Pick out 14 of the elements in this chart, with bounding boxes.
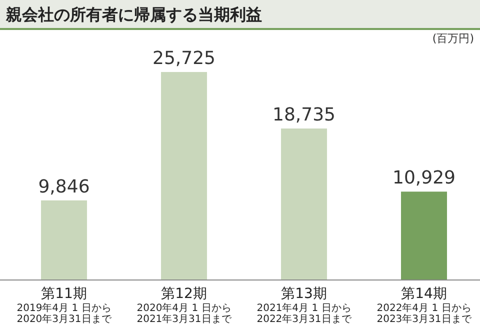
x-tick-label: 第11期 2019年4月 1 日から 2020年3月31日まで xyxy=(16,286,112,325)
bar xyxy=(161,72,207,280)
data-label: 25,725 xyxy=(152,48,216,69)
bar xyxy=(41,200,87,280)
data-label: 9,846 xyxy=(38,176,90,198)
bar xyxy=(401,192,447,280)
x-tick-label: 第14期 2022年4月 1 日から 2023年3月31日まで xyxy=(376,286,472,325)
bar xyxy=(281,128,327,280)
x-tick-label: 第13期 2021年4月 1 日から 2022年3月31日まで xyxy=(256,286,352,325)
chart-title: 親会社の所有者に帰属する当期利益 xyxy=(5,5,262,24)
data-label: 18,735 xyxy=(272,104,336,126)
data-label: 10,929 xyxy=(392,168,456,189)
y-axis-title: (百万円) xyxy=(432,32,474,45)
x-tick-label: 第12期 2020年4月 1 日から 2021年3月31日まで xyxy=(136,286,232,325)
